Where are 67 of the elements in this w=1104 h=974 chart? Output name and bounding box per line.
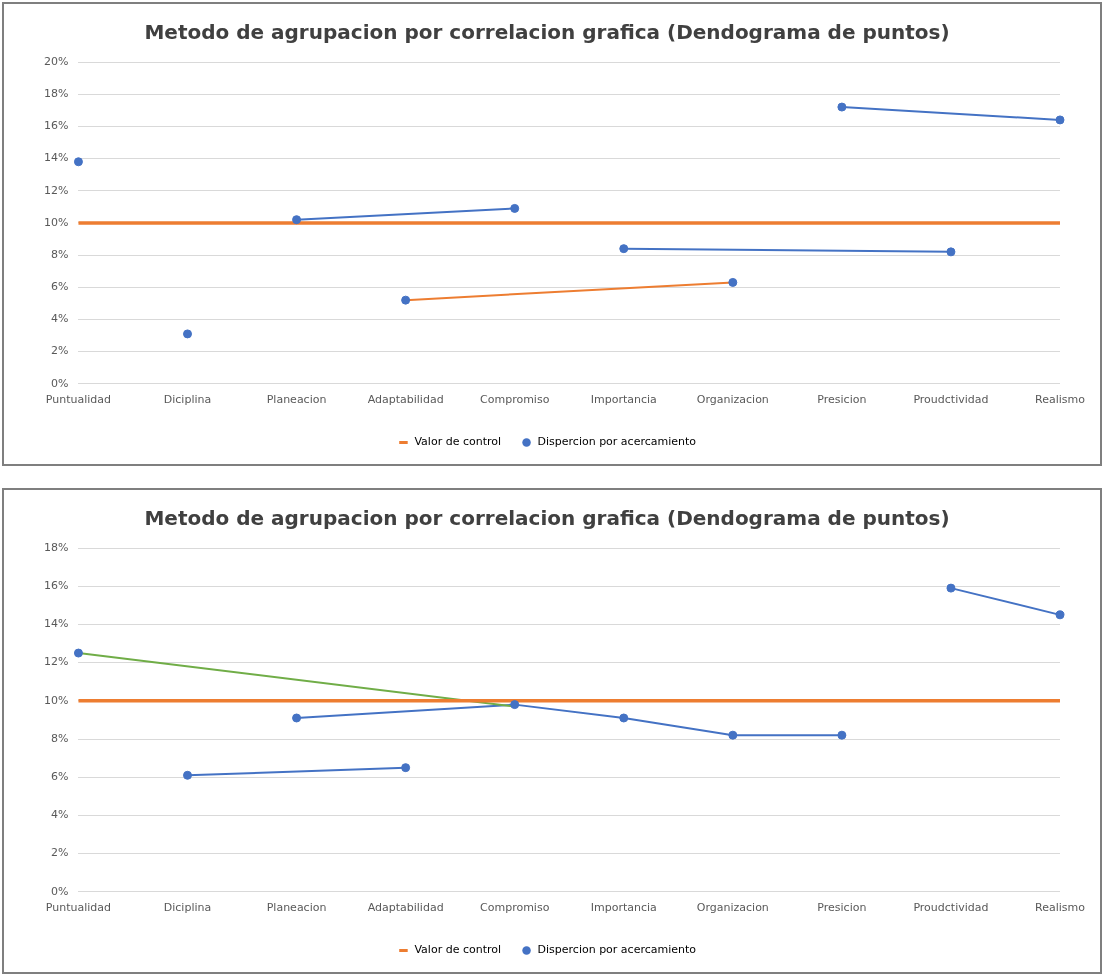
legend-label: Valor de control — [414, 943, 502, 957]
x-tick-label: Importancia — [590, 901, 657, 915]
point — [1055, 115, 1065, 125]
point — [510, 700, 520, 710]
y-tick-label: 0% — [51, 376, 69, 390]
point — [401, 295, 411, 305]
point — [946, 247, 956, 257]
point — [183, 329, 193, 339]
y-tick-label: 16% — [44, 579, 69, 593]
y-tick-label: 12% — [44, 183, 69, 197]
y-tick-label: 4% — [51, 808, 69, 822]
chart-title: Metodo de agrupacion por correlacion grafica (Dendograma de puntos) — [144, 20, 950, 45]
x-tick-label: Adaptabilidad — [367, 901, 444, 915]
y-tick-label: 8% — [51, 731, 69, 745]
point — [183, 770, 193, 780]
y-tick-label: 10% — [44, 693, 69, 707]
point — [1055, 610, 1065, 620]
y-tick-label: 0% — [51, 884, 69, 898]
y-tick-label: 8% — [51, 247, 69, 261]
x-tick-label: Proudctividad — [913, 393, 989, 407]
point — [401, 763, 411, 773]
x-tick-label: Compromiso — [480, 901, 550, 915]
y-tick-label: 16% — [44, 119, 69, 133]
y-tick-label: 12% — [44, 655, 69, 669]
point — [292, 713, 302, 723]
y-tick-label: 14% — [44, 151, 69, 165]
x-tick-label: Presicion — [817, 393, 867, 407]
y-tick-label: 18% — [44, 540, 69, 554]
x-tick-label: Organizacion — [696, 393, 769, 407]
point — [728, 730, 738, 740]
x-tick-label: Realismo — [1035, 393, 1086, 407]
x-tick-label: Planeacion — [266, 901, 327, 915]
y-tick-label: 4% — [51, 312, 69, 326]
legend-label: Valor de control — [414, 435, 502, 449]
x-tick-label: Presicion — [817, 901, 867, 915]
x-tick-label: Compromiso — [480, 393, 550, 407]
x-tick-label: Proudctividad — [913, 901, 989, 915]
point — [619, 244, 629, 254]
point — [946, 583, 956, 593]
x-tick-label: Adaptabilidad — [367, 393, 444, 407]
x-tick-label: Diciplina — [163, 393, 212, 407]
x-tick-label: Importancia — [590, 393, 657, 407]
x-tick-label: Organizacion — [696, 901, 769, 915]
y-tick-label: 18% — [44, 87, 69, 101]
point — [837, 730, 847, 740]
y-tick-label: 20% — [44, 54, 69, 68]
y-tick-label: 10% — [44, 215, 69, 229]
point — [728, 277, 738, 287]
y-tick-label: 6% — [51, 280, 69, 294]
point — [619, 713, 629, 723]
x-tick-label: Puntualidad — [45, 901, 112, 915]
x-tick-label: Diciplina — [163, 901, 212, 915]
point — [73, 157, 83, 167]
chart-title: Metodo de agrupacion por correlacion grafica (Dendograma de puntos) — [144, 506, 950, 531]
y-tick-label: 14% — [44, 617, 69, 631]
x-tick-label: Realismo — [1035, 901, 1086, 915]
point — [510, 203, 520, 213]
point — [837, 102, 847, 112]
point — [292, 215, 302, 225]
legend-label: Dispercion por acercamiento — [537, 943, 697, 957]
point — [73, 648, 83, 658]
x-tick-label: Puntualidad — [45, 393, 112, 407]
y-tick-label: 2% — [51, 846, 69, 860]
y-tick-label: 6% — [51, 770, 69, 784]
y-tick-label: 2% — [51, 344, 69, 358]
x-tick-label: Planeacion — [266, 393, 327, 407]
legend-label: Dispercion por acercamiento — [537, 435, 697, 449]
